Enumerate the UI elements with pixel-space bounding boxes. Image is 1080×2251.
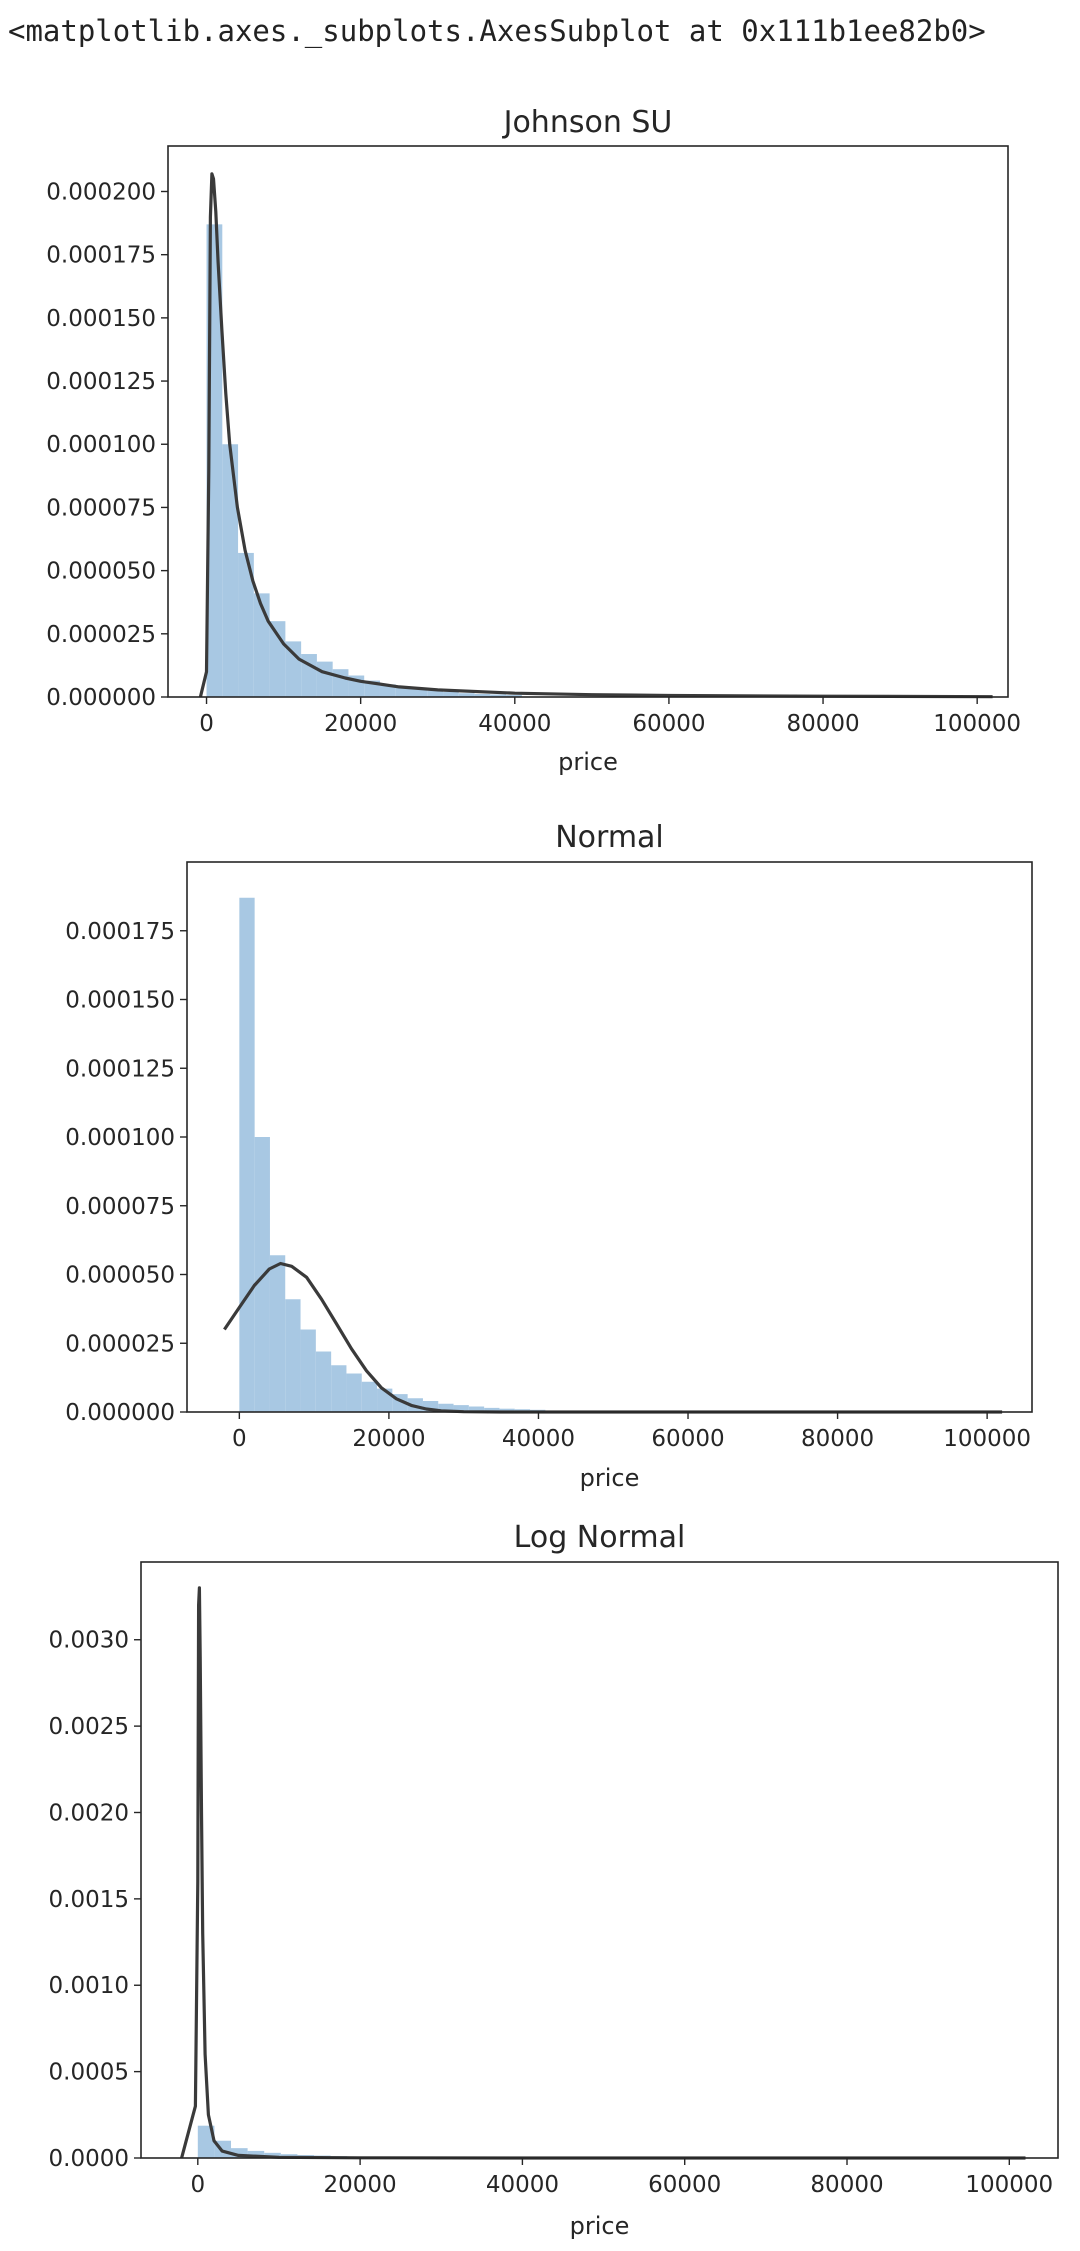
x-tick-label: 40000 bbox=[486, 2172, 559, 2198]
histogram-bar bbox=[300, 1329, 316, 1412]
y-tick-label: 0.000150 bbox=[65, 988, 175, 1014]
histogram-bar bbox=[499, 1408, 515, 1412]
x-tick-label: 40000 bbox=[478, 711, 551, 737]
histogram-bar bbox=[484, 1407, 500, 1412]
y-tick-label: 0.0015 bbox=[49, 1887, 129, 1913]
histogram-bar bbox=[379, 684, 396, 697]
y-tick-label: 0.000050 bbox=[65, 1263, 175, 1289]
histogram-bar bbox=[453, 1405, 469, 1412]
x-tick-label: 80000 bbox=[786, 711, 859, 737]
histogram-bar bbox=[238, 552, 254, 697]
histogram-bar bbox=[490, 694, 507, 697]
histogram-bar bbox=[361, 1381, 378, 1412]
y-tick-label: 0.0020 bbox=[49, 1800, 129, 1826]
histogram-bar bbox=[231, 2148, 248, 2158]
johnson-su-panel: 0 20000 40000 60000 80000 100000 0.000000 0.000… bbox=[46, 105, 1021, 776]
x-tick-label: 0 bbox=[190, 2172, 205, 2198]
histogram-bar bbox=[468, 1406, 485, 1412]
chart-title: Johnson SU bbox=[502, 105, 673, 140]
histogram-bar bbox=[239, 897, 255, 1412]
y-tick-label: 0.000125 bbox=[46, 369, 156, 395]
y-tick-label: 0.000075 bbox=[65, 1194, 175, 1220]
x-tick-label: 100000 bbox=[943, 1426, 1031, 1452]
histogram-bar bbox=[315, 1351, 332, 1412]
y-tick-label: 0.0025 bbox=[49, 1714, 129, 1740]
chart-title: Log Normal bbox=[514, 1520, 686, 1555]
fit-curve-line bbox=[198, 172, 993, 699]
x-tick-label: 20000 bbox=[324, 2172, 397, 2198]
histogram-bar bbox=[458, 693, 475, 697]
x-tick-label: 20000 bbox=[352, 1426, 425, 1452]
y-tick-label: 0.000150 bbox=[46, 306, 156, 332]
x-tick-label: 80000 bbox=[801, 1426, 874, 1452]
histogram-bar bbox=[222, 444, 239, 697]
histogram-bar bbox=[316, 661, 333, 697]
axes-frame bbox=[140, 1561, 1059, 2159]
histogram-bar bbox=[438, 1403, 454, 1412]
histogram-bar bbox=[427, 690, 444, 697]
x-tick-label: 80000 bbox=[810, 2172, 883, 2198]
y-tick-label: 0.000125 bbox=[65, 1056, 175, 1082]
y-tick-label: 0.000175 bbox=[46, 243, 156, 269]
y-tick-label: 0.000100 bbox=[46, 432, 156, 458]
chart-title: Normal bbox=[555, 820, 664, 855]
histogram-bar bbox=[285, 1299, 301, 1412]
histogram-bar bbox=[301, 654, 317, 697]
x-tick-label: 100000 bbox=[933, 711, 1021, 737]
y-tick-label: 0.0010 bbox=[49, 1973, 129, 1999]
x-tick-label: 100000 bbox=[965, 2172, 1053, 2198]
y-tick-label: 0.000075 bbox=[46, 495, 156, 521]
histogram-bar bbox=[474, 693, 491, 697]
normal-panel: 0 20000 40000 60000 80000 100000 0.000000 0.000… bbox=[65, 820, 1033, 1492]
x-tick-label: 60000 bbox=[648, 2172, 721, 2198]
x-tick-label: 0 bbox=[199, 711, 214, 737]
x-axis-label: price bbox=[580, 1464, 640, 1492]
x-axis-label: price bbox=[570, 2212, 630, 2240]
histogram-bar bbox=[395, 686, 412, 697]
histogram-bar bbox=[269, 1255, 286, 1412]
histogram-bar bbox=[443, 691, 459, 697]
axes-frame bbox=[167, 145, 1009, 698]
x-tick-label: 40000 bbox=[502, 1426, 575, 1452]
x-tick-label: 0 bbox=[232, 1426, 247, 1452]
y-tick-label: 0.000200 bbox=[46, 179, 156, 205]
log-normal-panel: 0 20000 40000 60000 80000 100000 0.0000 0.0005 0… bbox=[49, 1520, 1059, 2240]
histogram-bar bbox=[346, 1373, 362, 1412]
x-tick-label: 60000 bbox=[651, 1426, 724, 1452]
y-tick-label: 0.000100 bbox=[65, 1125, 175, 1151]
y-tick-label: 0.000000 bbox=[46, 685, 156, 711]
fit-curve-line bbox=[180, 1586, 1026, 2160]
histogram-bar bbox=[331, 1365, 347, 1412]
histogram-bar bbox=[422, 1401, 439, 1412]
histogram-bar bbox=[411, 689, 428, 697]
y-tick-label: 0.0005 bbox=[49, 2060, 129, 2086]
histogram-bar bbox=[197, 2125, 215, 2158]
x-tick-label: 60000 bbox=[632, 711, 705, 737]
y-tick-label: 0.0000 bbox=[49, 2146, 129, 2172]
cell-output-text: <matplotlib.axes._subplots.AxesSubplot a… bbox=[8, 14, 986, 48]
histogram-bar bbox=[332, 669, 349, 697]
y-tick-label: 0.000050 bbox=[46, 559, 156, 585]
histogram-bar bbox=[247, 2150, 265, 2158]
y-tick-label: 0.000025 bbox=[65, 1331, 175, 1357]
y-tick-label: 0.0030 bbox=[49, 1628, 129, 1654]
histogram-bar bbox=[506, 694, 522, 697]
x-axis-label: price bbox=[558, 748, 618, 776]
y-tick-label: 0.000025 bbox=[46, 622, 156, 648]
x-tick-label: 20000 bbox=[324, 711, 397, 737]
y-tick-label: 0.000000 bbox=[65, 1400, 175, 1426]
y-tick-label: 0.000175 bbox=[65, 919, 175, 945]
